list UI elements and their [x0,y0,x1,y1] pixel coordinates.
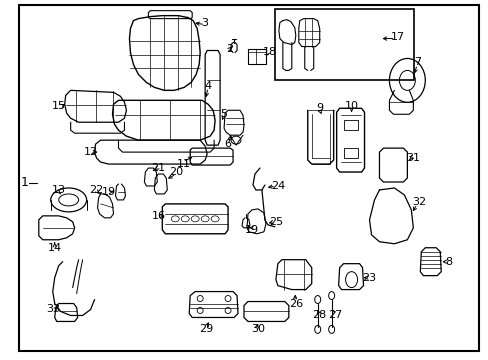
Text: 19: 19 [244,225,259,235]
Text: 15: 15 [52,101,65,111]
Text: 28: 28 [312,310,326,320]
Text: 23: 23 [362,273,376,283]
Text: 29: 29 [199,324,213,334]
Text: 2: 2 [226,44,233,54]
Text: 6: 6 [224,139,231,149]
Text: 9: 9 [316,103,323,113]
Text: 32: 32 [411,197,426,207]
Text: 20: 20 [169,167,183,177]
Text: 21: 21 [151,163,165,173]
Text: 11: 11 [177,159,191,169]
Text: 4: 4 [204,81,211,91]
Text: 8: 8 [445,257,452,267]
Text: 22: 22 [89,185,103,195]
Bar [247,49,265,64]
Text: 19: 19 [101,187,115,197]
Text: 31: 31 [406,153,420,163]
Bar [343,148,357,158]
Bar [343,120,357,130]
Text: 26: 26 [288,298,302,309]
Text: 30: 30 [250,324,264,334]
Text: 27: 27 [328,310,342,320]
Text: 12: 12 [83,147,98,157]
Text: 18: 18 [263,48,276,58]
Text: 17: 17 [389,32,404,41]
Text: 10: 10 [344,101,358,111]
Text: 24: 24 [270,181,285,191]
Text: 16: 16 [151,211,165,221]
Text: 7: 7 [413,58,420,67]
Text: 14: 14 [47,243,61,253]
Text: 1: 1 [21,176,29,189]
Text: 5: 5 [220,109,227,119]
Text: 13: 13 [52,185,65,195]
Text: 25: 25 [268,217,283,227]
Text: 33: 33 [46,305,60,315]
Bar [274,9,413,80]
Text: 3: 3 [201,18,208,28]
